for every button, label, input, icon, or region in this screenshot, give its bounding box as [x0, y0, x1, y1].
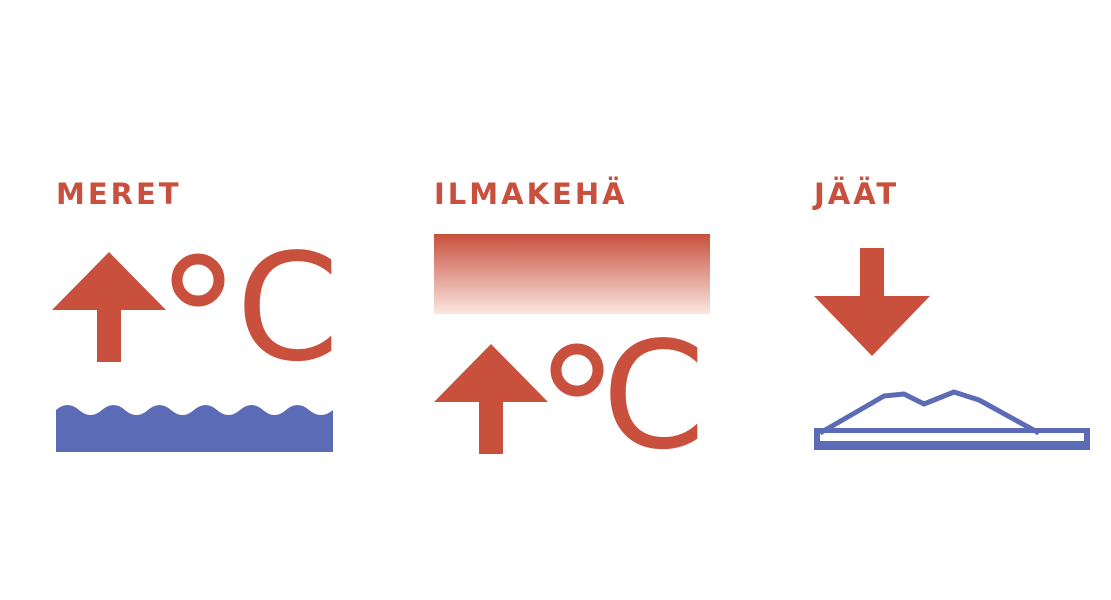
panel-label-ice: JÄÄT	[814, 177, 900, 211]
gradient-band-icon	[434, 234, 710, 314]
celsius-symbol-oceans: C	[236, 222, 340, 394]
panel-label-atmosphere: ILMAKEHÄ	[434, 177, 628, 211]
panel-label-oceans: MERET	[56, 177, 182, 211]
waves-icon	[56, 405, 333, 452]
arrow-down-icon	[814, 248, 930, 356]
degree-icon	[550, 343, 604, 397]
degree-icon	[171, 253, 225, 307]
arrow-up-icon	[52, 252, 166, 362]
ice-sheet-icon	[814, 389, 1090, 450]
arrow-up-icon	[434, 344, 548, 454]
celsius-symbol-atmosphere: C	[602, 310, 706, 482]
